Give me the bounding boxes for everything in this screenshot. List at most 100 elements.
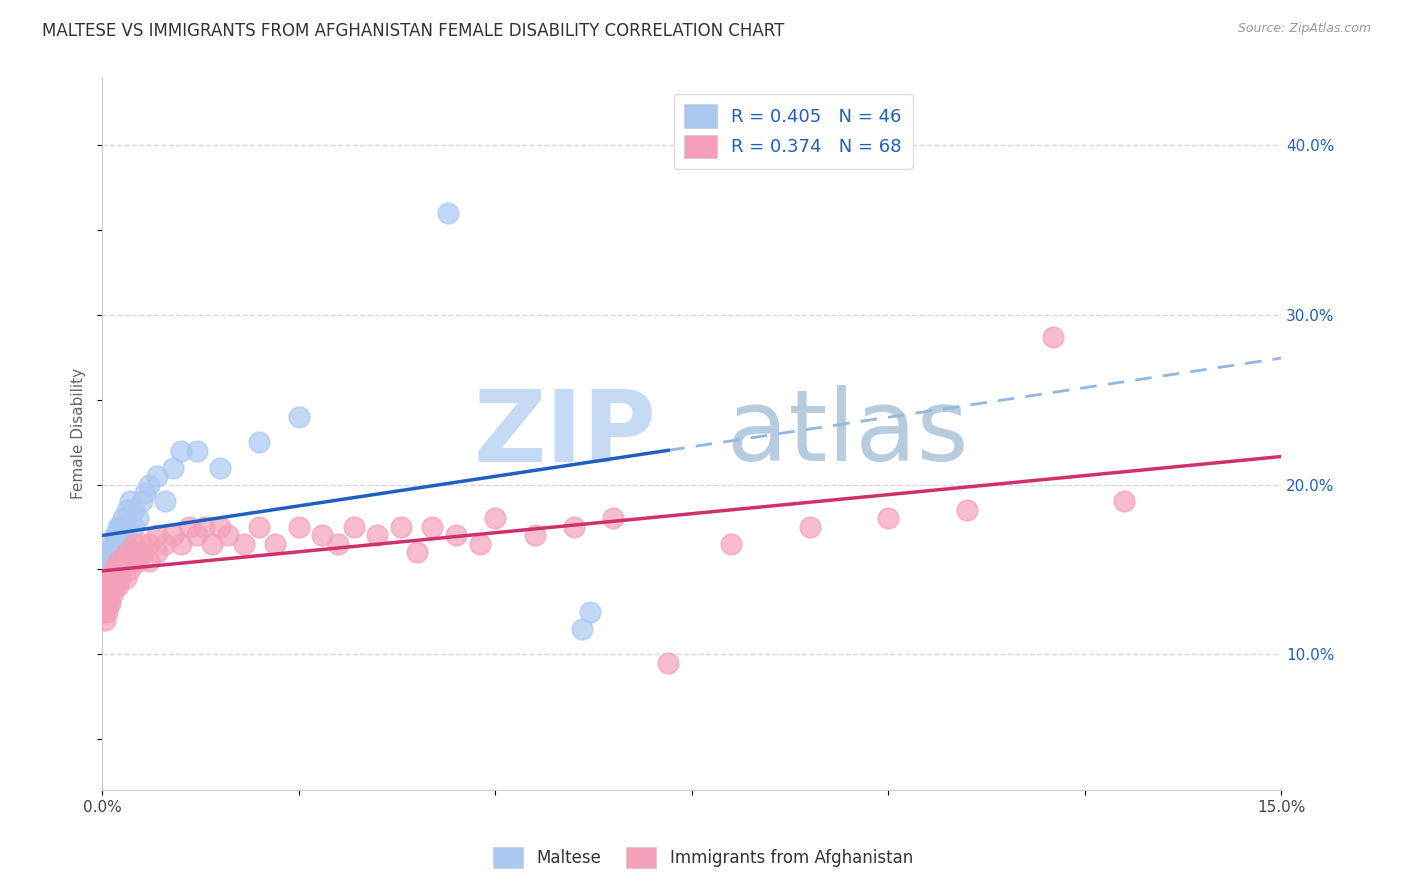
Point bbox=[571, 622, 593, 636]
Point bbox=[138, 477, 160, 491]
Point bbox=[720, 537, 742, 551]
Point bbox=[94, 613, 117, 627]
Point bbox=[201, 537, 224, 551]
Point bbox=[103, 537, 125, 551]
Point bbox=[146, 545, 169, 559]
Point bbox=[93, 596, 115, 610]
Point bbox=[209, 460, 232, 475]
Point bbox=[249, 435, 271, 450]
Point bbox=[94, 579, 117, 593]
Point bbox=[311, 528, 333, 542]
Point bbox=[96, 596, 118, 610]
Point bbox=[1114, 494, 1136, 508]
Point bbox=[153, 537, 176, 551]
Point bbox=[209, 520, 232, 534]
Point bbox=[107, 545, 129, 559]
Point bbox=[343, 520, 366, 534]
Point bbox=[956, 503, 979, 517]
Point bbox=[186, 443, 208, 458]
Legend: Maltese, Immigrants from Afghanistan: Maltese, Immigrants from Afghanistan bbox=[486, 840, 920, 875]
Point bbox=[437, 206, 460, 220]
Point bbox=[264, 537, 287, 551]
Point bbox=[114, 537, 136, 551]
Point bbox=[799, 520, 821, 534]
Point bbox=[193, 520, 215, 534]
Point bbox=[146, 528, 169, 542]
Point bbox=[217, 528, 239, 542]
Point bbox=[287, 520, 309, 534]
Point bbox=[98, 545, 121, 559]
Point bbox=[578, 605, 600, 619]
Point bbox=[97, 554, 120, 568]
Point bbox=[170, 443, 193, 458]
Point bbox=[118, 562, 141, 576]
Point bbox=[122, 520, 145, 534]
Point bbox=[117, 545, 139, 559]
Text: Source: ZipAtlas.com: Source: ZipAtlas.com bbox=[1237, 22, 1371, 36]
Point bbox=[122, 503, 145, 517]
Point bbox=[127, 511, 149, 525]
Point bbox=[103, 571, 125, 585]
Point bbox=[114, 520, 136, 534]
Point bbox=[177, 520, 200, 534]
Point bbox=[118, 494, 141, 508]
Point bbox=[170, 537, 193, 551]
Point bbox=[122, 554, 145, 568]
Point bbox=[111, 554, 134, 568]
Point bbox=[122, 537, 145, 551]
Point bbox=[127, 554, 149, 568]
Point bbox=[444, 528, 467, 542]
Point bbox=[94, 588, 117, 602]
Point bbox=[326, 537, 349, 551]
Point bbox=[100, 588, 122, 602]
Point bbox=[93, 605, 115, 619]
Point bbox=[602, 511, 624, 525]
Point bbox=[98, 545, 121, 559]
Point bbox=[468, 537, 491, 551]
Point bbox=[131, 537, 153, 551]
Point bbox=[104, 554, 127, 568]
Point bbox=[108, 537, 131, 551]
Point bbox=[146, 469, 169, 483]
Point bbox=[138, 537, 160, 551]
Point bbox=[97, 588, 120, 602]
Point bbox=[97, 596, 120, 610]
Point bbox=[131, 494, 153, 508]
Point bbox=[107, 579, 129, 593]
Point bbox=[105, 528, 128, 542]
Point bbox=[98, 596, 121, 610]
Point bbox=[94, 554, 117, 568]
Point bbox=[117, 503, 139, 517]
Point bbox=[111, 528, 134, 542]
Point bbox=[103, 562, 125, 576]
Point bbox=[562, 520, 585, 534]
Point bbox=[138, 554, 160, 568]
Point bbox=[97, 579, 120, 593]
Point bbox=[100, 554, 122, 568]
Point bbox=[153, 494, 176, 508]
Point bbox=[101, 579, 124, 593]
Point bbox=[96, 605, 118, 619]
Point bbox=[114, 554, 136, 568]
Point bbox=[249, 520, 271, 534]
Point bbox=[232, 537, 254, 551]
Y-axis label: Female Disability: Female Disability bbox=[72, 368, 86, 500]
Text: atlas: atlas bbox=[727, 385, 969, 483]
Point bbox=[97, 562, 120, 576]
Point bbox=[108, 571, 131, 585]
Point bbox=[366, 528, 388, 542]
Point bbox=[422, 520, 444, 534]
Point bbox=[107, 520, 129, 534]
Point bbox=[405, 545, 427, 559]
Point bbox=[162, 528, 184, 542]
Point bbox=[98, 571, 121, 585]
Text: MALTESE VS IMMIGRANTS FROM AFGHANISTAN FEMALE DISABILITY CORRELATION CHART: MALTESE VS IMMIGRANTS FROM AFGHANISTAN F… bbox=[42, 22, 785, 40]
Point bbox=[131, 545, 153, 559]
Point bbox=[657, 656, 679, 670]
Point bbox=[93, 579, 115, 593]
Legend: R = 0.405   N = 46, R = 0.374   N = 68: R = 0.405 N = 46, R = 0.374 N = 68 bbox=[673, 94, 912, 169]
Point bbox=[98, 571, 121, 585]
Point bbox=[1042, 330, 1064, 344]
Point bbox=[94, 588, 117, 602]
Point bbox=[104, 528, 127, 542]
